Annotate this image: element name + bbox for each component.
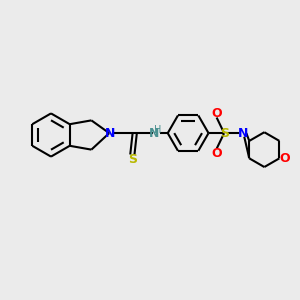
Text: N: N bbox=[149, 127, 160, 140]
Text: N: N bbox=[105, 127, 115, 140]
Text: O: O bbox=[280, 152, 290, 165]
Text: H: H bbox=[154, 124, 162, 134]
Text: S: S bbox=[128, 153, 137, 166]
Text: N: N bbox=[238, 127, 248, 140]
Text: O: O bbox=[211, 106, 222, 119]
Text: S: S bbox=[220, 127, 229, 140]
Text: O: O bbox=[211, 147, 222, 160]
